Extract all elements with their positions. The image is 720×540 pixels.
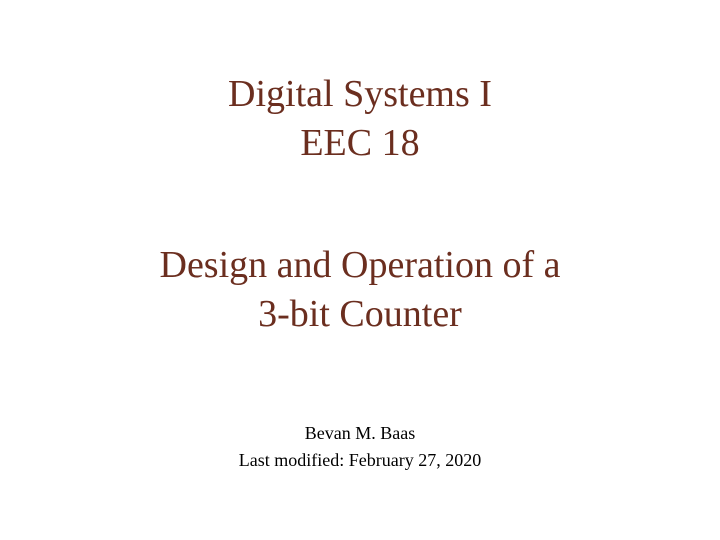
last-modified: Last modified: February 27, 2020 [239, 447, 481, 474]
course-title-block: Digital Systems I EEC 18 [228, 70, 492, 169]
topic-line-1: Design and Operation of a [160, 241, 561, 290]
course-name: Digital Systems I [228, 70, 492, 119]
course-code: EEC 18 [228, 119, 492, 168]
author-name: Bevan M. Baas [239, 420, 481, 447]
author-block: Bevan M. Baas Last modified: February 27… [239, 420, 481, 474]
topic-line-2: 3-bit Counter [160, 290, 561, 339]
topic-title-block: Design and Operation of a 3-bit Counter [160, 241, 561, 340]
